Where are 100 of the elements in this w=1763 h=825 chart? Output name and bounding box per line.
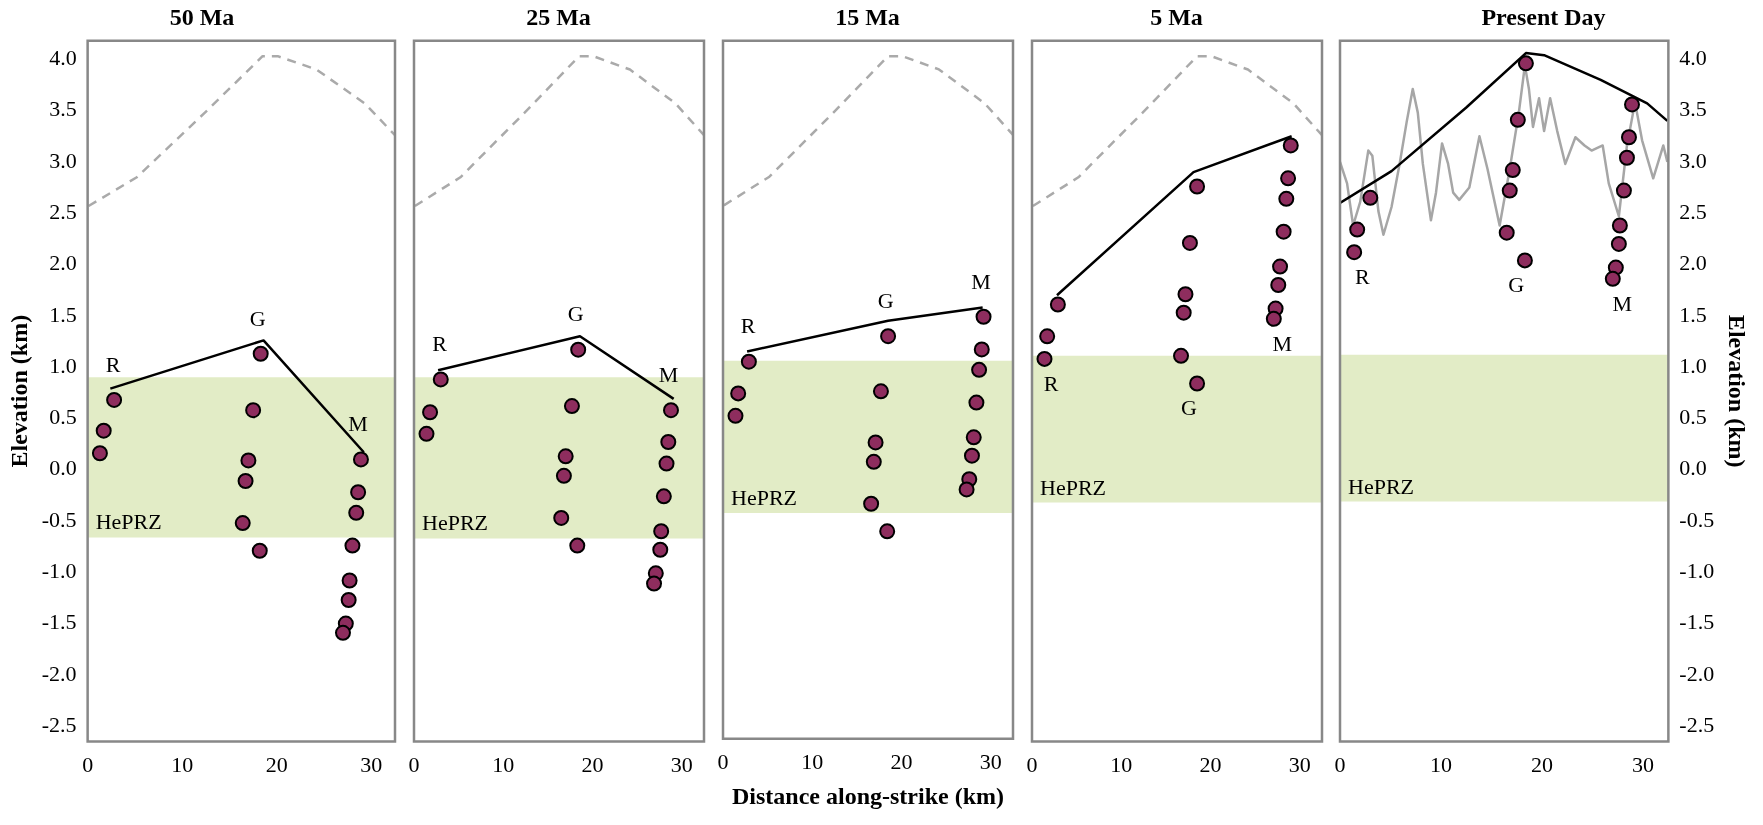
point	[432, 371, 449, 388]
point	[1346, 244, 1363, 261]
x-axis-title: Distance along-strike (km)	[732, 782, 1004, 809]
point	[863, 495, 880, 512]
y2-tick-label: 2.5	[1679, 198, 1707, 224]
point	[1280, 170, 1297, 187]
y-axis-title: Elevation (km)	[5, 314, 32, 468]
y-tick-label: 3.0	[49, 147, 77, 173]
y-tick-label: 0.5	[49, 404, 77, 430]
point	[1181, 234, 1198, 251]
point	[344, 537, 361, 554]
point	[1270, 277, 1287, 293]
y2-tick-label: -1.0	[1679, 558, 1715, 584]
point	[569, 537, 586, 554]
band-label: HePRZ	[731, 484, 797, 510]
point	[963, 447, 980, 464]
point	[348, 504, 365, 521]
y2-tick-label: 3.0	[1679, 147, 1707, 173]
y2-tick-label: -1.5	[1679, 609, 1715, 635]
series-label: G	[567, 301, 584, 327]
y2-tick-label: 0.5	[1679, 404, 1707, 430]
point	[418, 425, 435, 442]
series-label: M	[1272, 330, 1293, 356]
x-tick-label: 10	[801, 748, 824, 774]
point	[1620, 129, 1637, 146]
point	[334, 624, 351, 641]
point	[730, 385, 747, 402]
x-tick-label: 20	[1531, 751, 1554, 777]
x-tick-label: 0	[1334, 751, 1346, 777]
point	[1272, 258, 1289, 275]
point	[1349, 221, 1366, 238]
x-tick-label: 30	[1288, 751, 1311, 777]
point	[352, 451, 369, 468]
point	[557, 448, 574, 465]
x-tick-label: 10	[1110, 751, 1133, 777]
point	[1278, 190, 1295, 207]
point	[553, 509, 570, 526]
chart-title: 5 Ma	[1150, 3, 1203, 30]
point	[234, 515, 251, 532]
y2-tick-label: -2.5	[1679, 711, 1715, 737]
y-tick-label: 1.0	[49, 352, 77, 378]
series-label: R	[432, 331, 448, 357]
y2-tick-label: 4.0	[1679, 45, 1707, 71]
y-tick-label: 1.5	[49, 301, 77, 327]
band-label: HePRZ	[422, 510, 488, 536]
point	[662, 402, 679, 419]
chart-title: 50 Ma	[169, 3, 235, 30]
y-tick-label: 2.0	[49, 250, 77, 276]
x-tick-label: 0	[82, 751, 94, 777]
point	[1501, 182, 1518, 199]
x-tick-label: 0	[1026, 751, 1038, 777]
point	[880, 328, 897, 345]
series-label: M	[348, 411, 368, 437]
point	[1282, 137, 1299, 154]
y-tick-label: -2.5	[41, 711, 77, 737]
series-label: R	[1043, 370, 1059, 396]
point	[1509, 111, 1526, 128]
point	[106, 391, 123, 408]
x-tick-label: 20	[581, 751, 604, 777]
point	[958, 481, 975, 498]
point	[422, 404, 439, 421]
point	[865, 453, 882, 470]
series-label: R	[740, 313, 756, 339]
point	[1049, 296, 1066, 313]
point	[1265, 310, 1282, 327]
chart-title: 15 Ma	[835, 3, 900, 30]
point	[655, 488, 672, 505]
y-tick-label: 3.5	[49, 96, 77, 122]
point	[965, 429, 982, 446]
x-tick-label: 30	[1632, 751, 1655, 777]
x-tick-label: 10	[171, 751, 194, 777]
x-tick-label: 30	[360, 751, 383, 777]
point	[563, 398, 580, 415]
y-tick-label: -2.0	[41, 660, 77, 686]
point	[350, 484, 367, 501]
series-label: M	[1612, 290, 1633, 316]
point	[968, 394, 985, 411]
x-tick-label: 30	[979, 748, 1002, 774]
x-tick-label: 20	[890, 748, 913, 774]
point	[867, 434, 884, 451]
y-tick-label: -0.5	[41, 506, 77, 532]
point	[652, 541, 669, 558]
series-label: G	[877, 287, 894, 313]
point	[1517, 55, 1534, 72]
y2-tick-label: 1.5	[1679, 301, 1707, 327]
series-label: G	[1508, 272, 1525, 298]
x-tick-label: 0	[717, 748, 729, 774]
point	[237, 472, 254, 489]
point	[1039, 328, 1056, 345]
x-tick-label: 0	[408, 751, 420, 777]
series-label: G	[1181, 395, 1198, 421]
y2-tick-label: -0.5	[1679, 506, 1715, 532]
point	[1615, 182, 1632, 199]
point	[570, 341, 587, 358]
point	[658, 455, 675, 472]
point	[660, 433, 677, 450]
point	[95, 422, 112, 439]
point	[1362, 189, 1379, 206]
point	[971, 361, 988, 378]
point	[879, 523, 896, 540]
